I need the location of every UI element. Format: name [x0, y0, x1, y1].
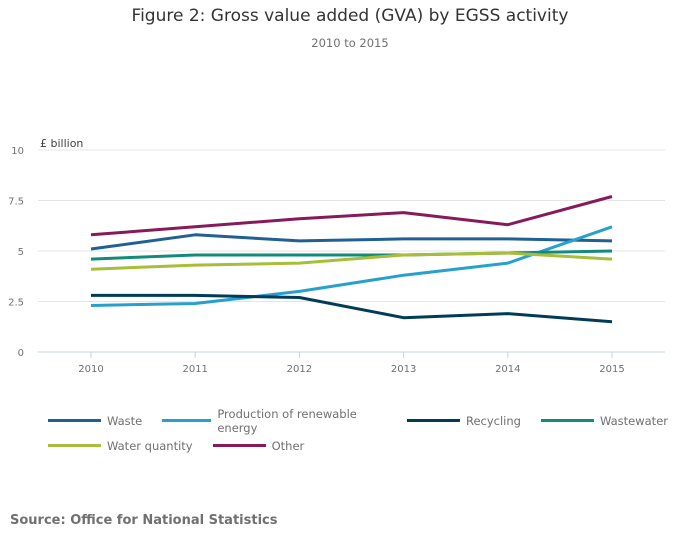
legend-item[interactable]: Production of renewable energy: [162, 407, 387, 435]
legend-label: Other: [271, 438, 305, 453]
legend-swatch: [406, 419, 460, 422]
x-tick-label: 2013: [391, 364, 416, 375]
y-tick-label: 7.5: [8, 197, 24, 208]
x-tick-label: 2010: [78, 364, 103, 375]
legend-label: Wastewater: [599, 413, 668, 428]
legend-swatch: [48, 444, 101, 447]
series-line-recycling[interactable]: [91, 293, 613, 324]
chart-title: Figure 2: Gross value added (GVA) by EGS…: [131, 6, 569, 26]
y-tick-label: 0: [18, 348, 24, 359]
series-line-other[interactable]: [90, 195, 613, 237]
legend-swatch: [162, 419, 212, 422]
legend-label: Recycling: [465, 413, 521, 428]
legend-item[interactable]: Waste: [48, 414, 142, 428]
y-tick-label: 2.5: [8, 298, 24, 309]
gridlines: [38, 149, 665, 302]
legend-item[interactable]: Recycling: [406, 413, 521, 428]
y-tick-label: 5: [18, 247, 24, 258]
series-line-water-quantity[interactable]: [90, 251, 613, 271]
series-line-production-of-renewable-energy[interactable]: [90, 225, 613, 307]
legend-swatch: [48, 419, 101, 422]
chart-subtitle: 2010 to 2015: [311, 36, 389, 50]
legend-item[interactable]: Water quantity: [48, 439, 193, 453]
y-tick-label: 10: [11, 146, 24, 157]
legend-label: Water quantity: [107, 438, 193, 453]
axes: 0 2.5 5 7.5 10 2010 2011 2012 2013 2014 2015: [8, 146, 665, 375]
legend-row: Water quantity Other: [48, 433, 688, 458]
legend-swatch: [212, 444, 266, 447]
series-lines: [90, 195, 613, 324]
x-tick-label: 2015: [599, 364, 624, 375]
legend-label: Production of renewable energy: [217, 406, 357, 435]
legend-row: Waste Production of renewable energy Recyc…: [48, 407, 688, 435]
series-line-waste[interactable]: [90, 233, 613, 251]
x-tick-label: 2014: [495, 364, 520, 375]
legend-item[interactable]: Wastewater: [540, 413, 668, 428]
y-axis-unit-label: £ billion: [40, 137, 83, 150]
source-note: Source: Office for National Statistics: [10, 513, 278, 528]
x-tick-label: 2012: [287, 364, 312, 375]
legend-label: Waste: [107, 413, 143, 428]
legend-swatch: [540, 419, 594, 422]
legend-item[interactable]: Other: [212, 438, 305, 453]
x-tick-label: 2011: [182, 364, 207, 375]
legend: Waste Production of renewable energy Recyc…: [48, 407, 688, 458]
